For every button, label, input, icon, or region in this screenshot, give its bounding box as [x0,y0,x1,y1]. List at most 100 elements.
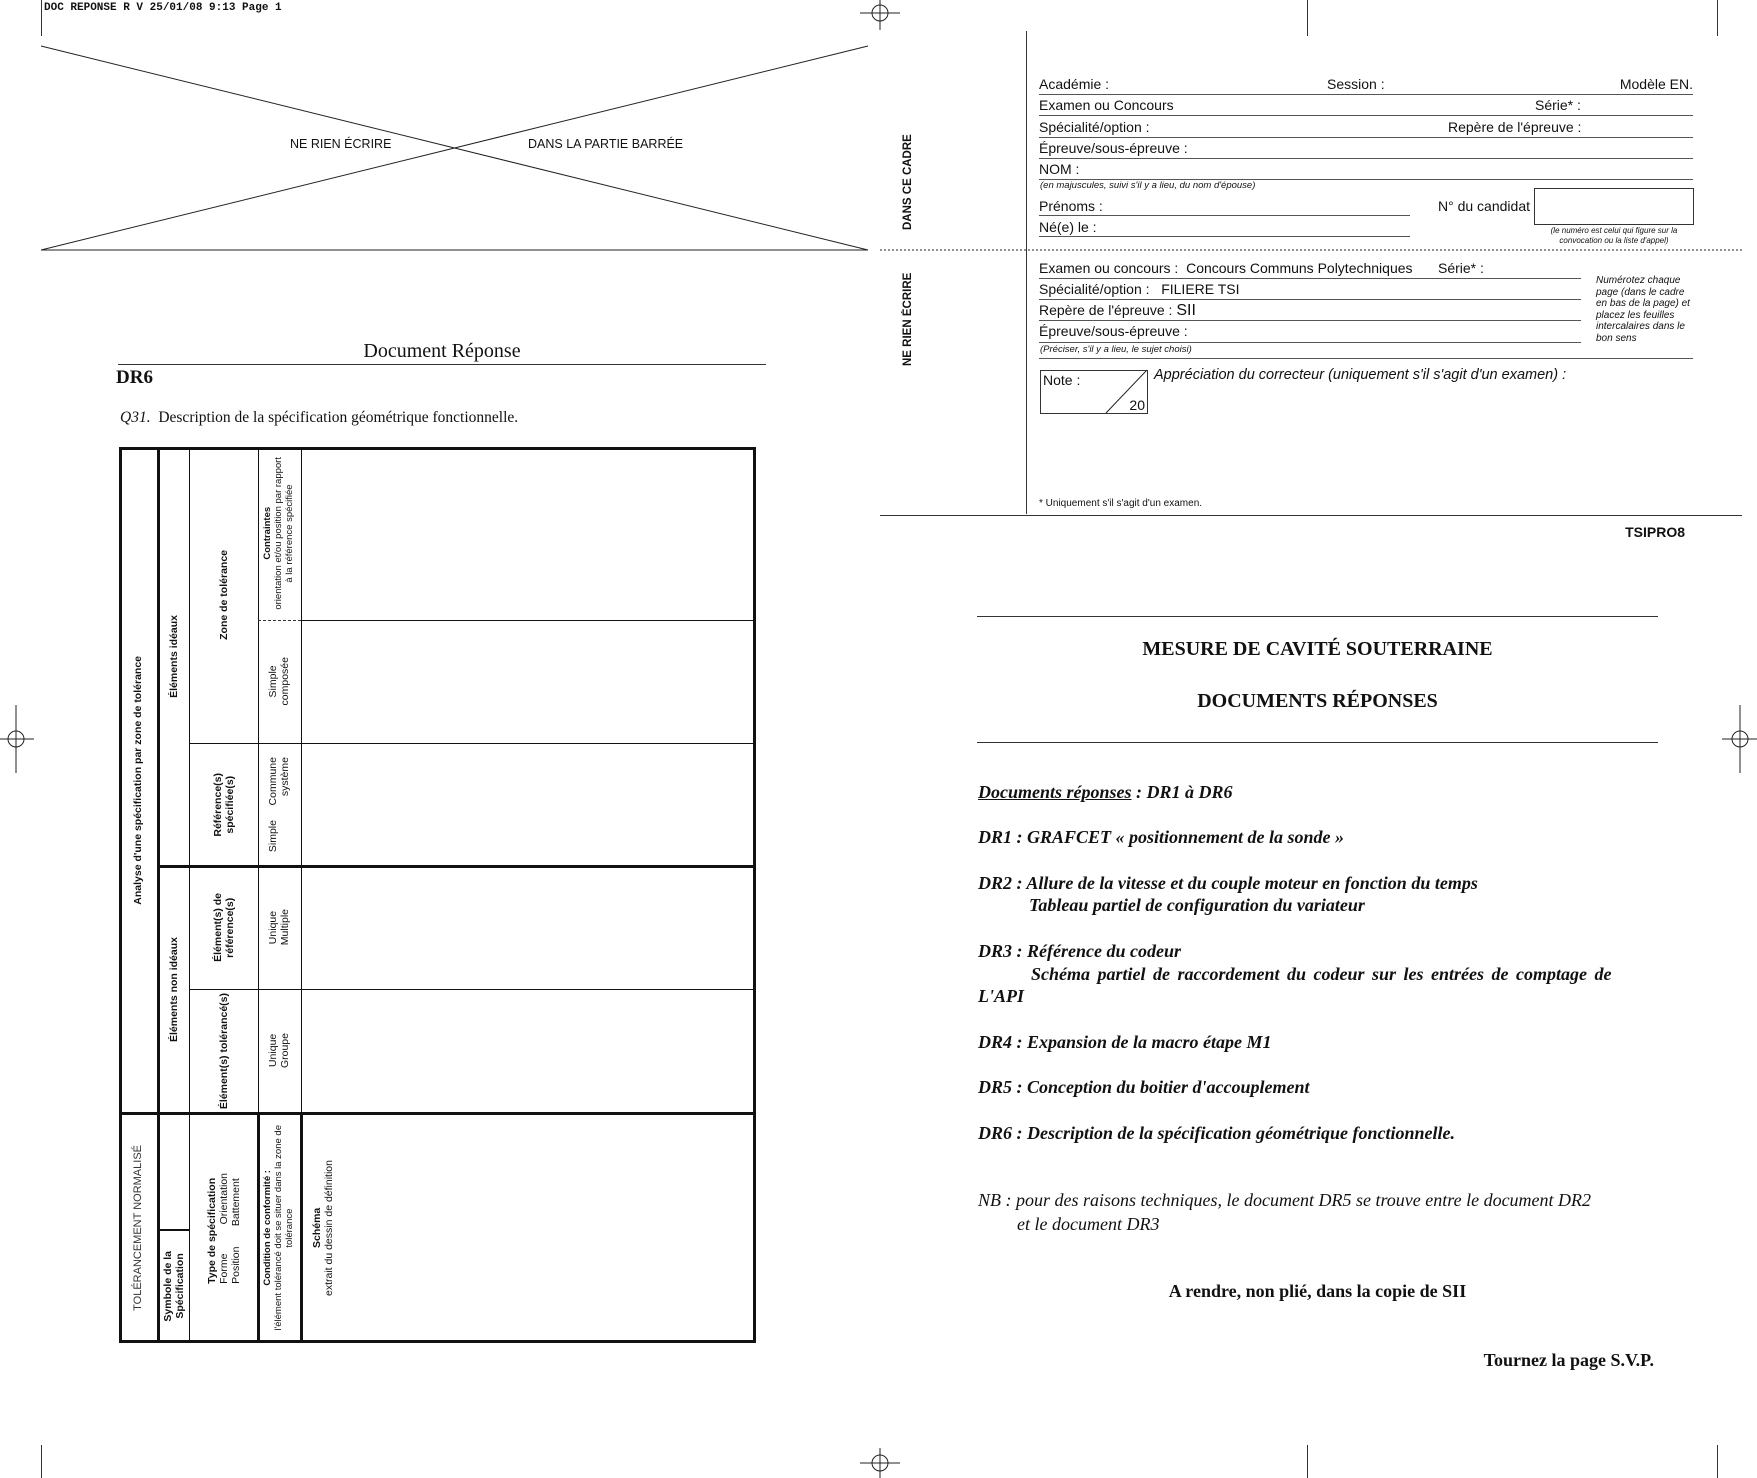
turn-page: Tournez la page S.V.P. [1483,1350,1654,1370]
field-line [1039,215,1410,216]
field-line [1039,358,1693,359]
cell-simple-commune: Simple Commune système [258,743,301,866]
cell-text: Condition de conformité : [262,1170,274,1286]
table-line [190,989,756,990]
candidate-number-box[interactable] [1534,188,1694,225]
cell-text: l'élément tolérancé doit se situer dans … [273,1125,285,1331]
doc-item: DR3 : Référence du codeur [978,941,1181,961]
cell-text: spécifiée(s) [224,775,236,834]
table-line [157,447,160,1343]
field-repere[interactable]: Repère de l'épreuve : [1448,119,1582,135]
dr-label: DR6 [116,367,153,388]
field-line [1039,179,1693,180]
cell-text: Éléments idéaux [167,615,180,698]
field-ne-le[interactable]: Né(e) le : [1039,219,1097,235]
cell-text: Référence(s) [211,772,224,837]
note-max: 20 [1129,397,1145,413]
label-epreuve: Épreuve/sous-épreuve : [1039,323,1188,339]
note-box[interactable]: Note : 20 [1040,370,1148,414]
label-repere: Repère de l'épreuve : SII [1039,302,1196,320]
field-examen[interactable]: Examen ou Concours [1039,97,1174,113]
field-serie[interactable]: Série* : [1535,97,1581,113]
return-note: A rendre, non plié, dans la copie de SII [1168,1281,1467,1301]
side-note-line: Numérotez chaque [1596,275,1681,286]
field-line [1039,320,1581,321]
cell-text: composée [279,657,292,706]
cell-schema: Schéma extrait du dessin de définition [303,1113,343,1343]
field-line [1039,158,1693,159]
field-line [1039,137,1693,138]
barred-text-left: NE RIEN ÉCRIRE [290,137,392,151]
crop-mark [1717,0,1718,36]
field-prenoms[interactable]: Prénoms : [1039,198,1103,214]
doc-item: DR4 : Expansion de la macro étape M1 [978,1032,1272,1052]
label-modele: Modèle EN. [1619,76,1693,92]
cell-unique-groupe: Unique Groupe [258,989,301,1113]
examen-value: Concours Communs Polytechniques [1186,260,1413,276]
label-candidat: N° du candidat [1438,198,1530,214]
cell-contraintes: Contraintes orientation et/ou position pa… [258,447,301,620]
cell-simple-composee: Simple composée [258,620,301,743]
doc-title: Document Réponse [363,340,521,362]
cell-text: référence(s) [224,897,236,958]
field-epreuve[interactable]: Épreuve/sous-épreuve : [1039,140,1188,156]
cell-condition: Condition de conformité : l'élément tolér… [258,1113,301,1343]
side-label-top: DANS CE CADRE [902,134,914,230]
crop-mark [1307,0,1308,36]
cell-elem-tol: Élément(s) tolérancé(s) [190,989,258,1113]
appreciation-label: Appréciation du correcteur (uniquement s… [1154,367,1567,383]
label-academie: Académie : [1039,76,1110,92]
question: Q31. Description de la spécification géo… [120,409,518,427]
doc-item: DR2 : Allure de la vitesse et du couple … [978,873,1478,893]
note-label: Note : [1043,372,1081,388]
cell-text: Élément(s) tolérancé(s) [217,992,230,1110]
nom-note: (en majuscules, suivi s'il y a lieu, du … [1040,180,1256,191]
table-line [119,1112,756,1115]
spec-table [119,447,756,1343]
cell-tolerancement: TOLÉRANCEMENT NORMALISÉ [119,1113,158,1343]
field-specialite[interactable]: Spécialité/option : [1039,119,1150,135]
table-line [300,1113,303,1343]
doc-item: DR5 : Conception du boitier d'accoupleme… [978,1077,1310,1097]
bar-line [40,45,869,251]
question-text: Description de la spécification géométri… [158,409,519,426]
field-line [1039,236,1410,237]
crop-mark [41,0,42,36]
crop-mark [1717,1445,1718,1478]
cell-ref-spec: Référence(s) spécifiée(s) [190,743,258,866]
crop-mark [1307,1445,1308,1478]
table-line [190,743,756,744]
title-underline [118,364,766,365]
cell-elem-ref: Élément(s) de référence(s) [190,866,258,989]
side-note: Numérotez chaque page (dans le cadre en … [1596,275,1690,344]
field-line [1039,278,1581,279]
table-line [258,447,259,1113]
cell-text: à la référence spécifiée [283,484,295,583]
cell-text: Simple Commune [267,756,280,853]
cell-text: Multiple [279,909,292,946]
cell-text: Contraintes [262,507,274,560]
side-note-line: page (dans le cadre [1596,286,1685,298]
footnote: * Uniquement s'il s'agit d'un examen. [1039,498,1203,509]
cell-text: tolérance [283,1208,295,1248]
frame-line [880,515,1742,516]
cell-text: Unique [267,1034,280,1068]
cell-analyse: Analyse d'une spécification par zone de … [119,447,158,1113]
label-specialite: Spécialité/option : FILIERE TSI [1039,281,1240,297]
field-nom[interactable]: NOM : [1039,161,1080,177]
candidat-note: (le numéro est celui qui figure sur la c… [1534,226,1694,247]
field-line [1039,342,1581,343]
cell-text: Zone de tolérance [217,550,230,640]
cell-text: Simple [267,665,280,698]
label-session: Session : [1327,76,1385,92]
table-line [158,1229,190,1231]
cell-text: système [279,756,292,797]
question-number: Q31. [120,409,151,426]
print-header: DOC REPONSE R V 25/01/08 9:13 Page 1 [44,2,282,14]
preciser-note: (Préciser, s'il y a lieu, le sujet chois… [1040,344,1192,355]
cell-symbole: Symbole de la Spécification [158,1229,190,1343]
candidat-note-line: (le numéro est celui qui figure sur la [1550,226,1678,235]
table-line [257,1113,260,1343]
field-line [1039,115,1693,116]
